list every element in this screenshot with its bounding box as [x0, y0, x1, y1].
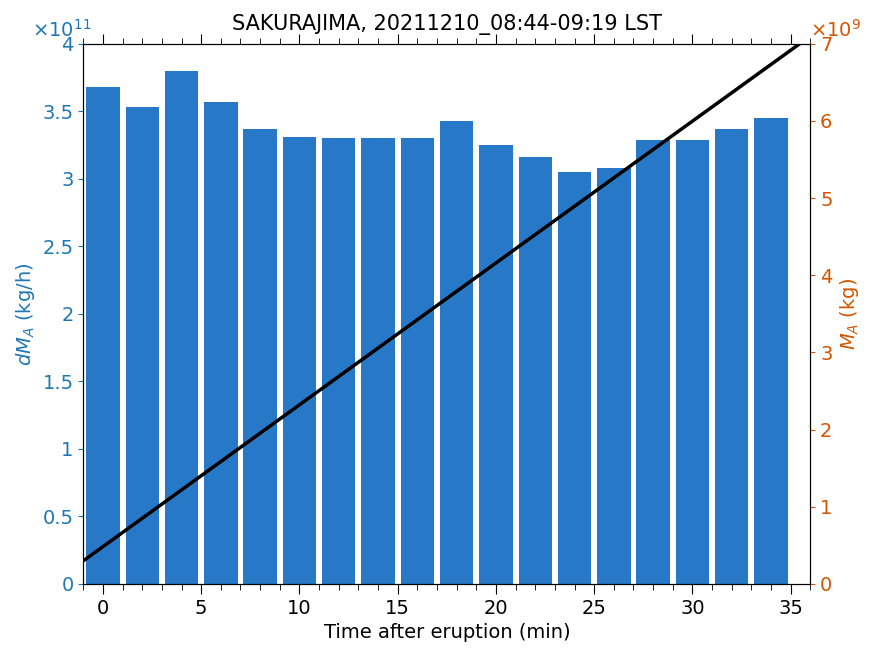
Bar — [519, 157, 552, 584]
Bar — [361, 138, 395, 584]
Bar — [164, 71, 199, 584]
Text: $\times\mathregular{10^{9}}$: $\times\mathregular{10^{9}}$ — [810, 19, 861, 41]
Bar — [715, 129, 748, 584]
Bar — [243, 129, 276, 584]
Y-axis label: $dM_A$ (kg/h): $dM_A$ (kg/h) — [14, 262, 37, 365]
Title: SAKURAJIMA, 20211210_08:44-09:19 LST: SAKURAJIMA, 20211210_08:44-09:19 LST — [232, 14, 662, 35]
Bar — [125, 107, 159, 584]
X-axis label: Time after eruption (min): Time after eruption (min) — [324, 623, 570, 642]
Bar — [283, 137, 316, 584]
Bar — [480, 145, 513, 584]
Bar — [322, 138, 355, 584]
Text: $\times\mathregular{10^{11}}$: $\times\mathregular{10^{11}}$ — [32, 19, 92, 41]
Bar — [558, 172, 592, 584]
Bar — [676, 140, 709, 584]
Bar — [440, 121, 473, 584]
Bar — [754, 118, 788, 584]
Bar — [204, 102, 237, 584]
Bar — [597, 168, 631, 584]
Bar — [636, 140, 670, 584]
Y-axis label: $M_A$ (kg): $M_A$ (kg) — [838, 277, 861, 350]
Bar — [87, 87, 120, 584]
Bar — [401, 138, 434, 584]
